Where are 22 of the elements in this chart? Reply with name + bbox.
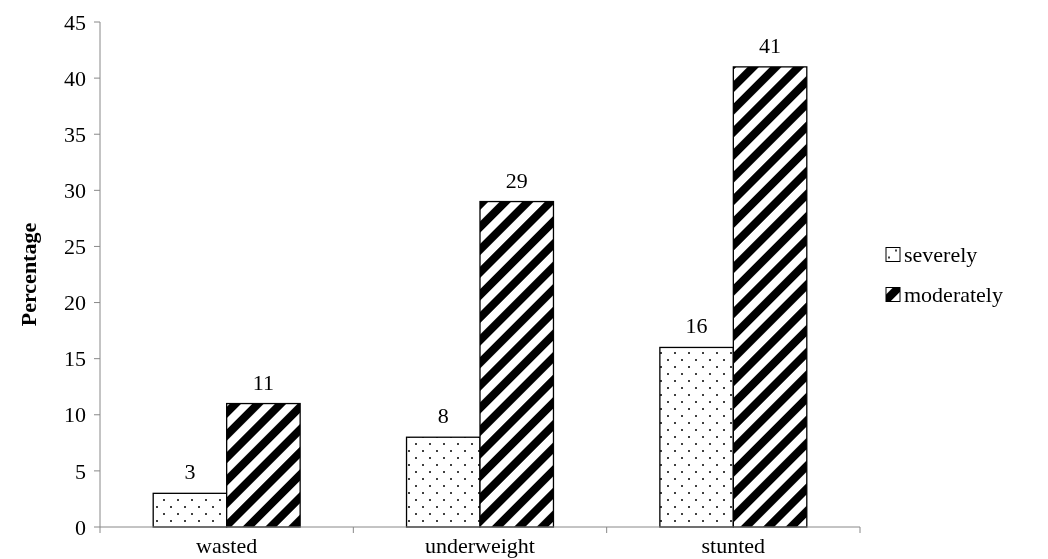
data-label: 29 xyxy=(505,167,528,193)
x-tick-label: wasted xyxy=(196,533,258,558)
y-tick-label: 15 xyxy=(64,346,86,372)
y-tick-label: 10 xyxy=(64,402,86,428)
y-tick-label: 40 xyxy=(64,65,86,91)
y-axis-title: Percentage xyxy=(16,222,41,327)
x-tick-label: stunted xyxy=(701,533,766,558)
y-tick-label: 30 xyxy=(64,178,86,204)
data-label: 41 xyxy=(759,32,782,58)
y-tick-label: 0 xyxy=(75,514,86,540)
x-tick-label: underweight xyxy=(425,533,535,558)
y-tick-label: 45 xyxy=(64,9,86,35)
y-tick-label: 20 xyxy=(64,290,86,316)
y-tick-label: 35 xyxy=(64,121,86,147)
y-tick-label: 25 xyxy=(64,234,86,260)
y-tick-label: 5 xyxy=(75,458,86,484)
data-label: 16 xyxy=(685,313,708,339)
data-label: 3 xyxy=(184,459,196,485)
data-label: 8 xyxy=(437,403,449,429)
legend-label: moderately xyxy=(904,282,1003,308)
legend-label: severely xyxy=(904,242,978,268)
data-label: 11 xyxy=(252,369,274,395)
